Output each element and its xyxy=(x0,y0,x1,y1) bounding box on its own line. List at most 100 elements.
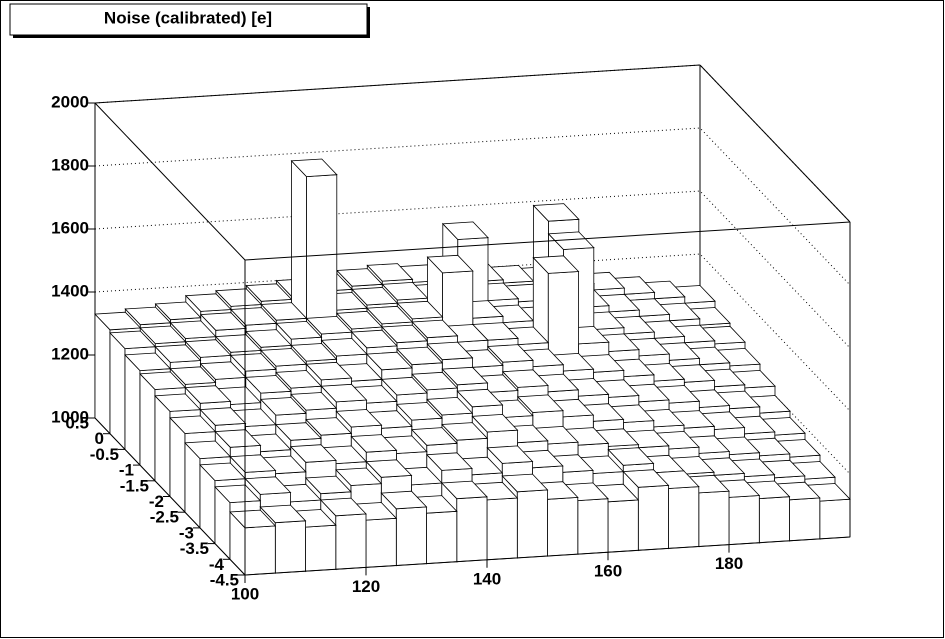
bar xyxy=(229,509,277,576)
bar-top xyxy=(305,361,353,381)
bar-front xyxy=(335,513,367,570)
bar-top xyxy=(411,371,459,391)
x-tick-label: 100 xyxy=(231,584,259,603)
bar-top xyxy=(274,422,322,441)
bar-top xyxy=(426,341,474,361)
bar-top xyxy=(547,231,595,250)
bar-top xyxy=(532,203,580,222)
bar-top xyxy=(199,312,247,331)
bar-top xyxy=(214,334,262,353)
bar-side xyxy=(139,372,156,482)
bar-top xyxy=(440,480,488,500)
y-tick-label: -1 xyxy=(119,461,134,480)
bar-top xyxy=(290,392,338,411)
bar-front xyxy=(486,497,518,561)
title-box xyxy=(9,3,368,36)
bar-top xyxy=(395,402,443,421)
bar-top xyxy=(245,283,293,302)
bar-side xyxy=(169,416,186,514)
bar-top xyxy=(245,329,293,348)
bar-front xyxy=(728,495,760,546)
bar-side xyxy=(124,353,141,467)
bar-top xyxy=(381,324,429,344)
bar-top xyxy=(607,447,655,466)
bar-top xyxy=(199,361,247,380)
bar-top xyxy=(380,490,428,510)
bar-top xyxy=(396,346,444,366)
bar-top xyxy=(441,221,489,240)
bar-top xyxy=(366,305,414,325)
bar-top xyxy=(351,286,399,306)
bar-front xyxy=(607,499,639,553)
bar-top xyxy=(410,427,458,446)
bar-top xyxy=(184,339,232,358)
bar-top xyxy=(426,254,474,274)
bar-top xyxy=(290,158,338,178)
x-axis xyxy=(244,536,851,576)
bar-top xyxy=(94,311,142,331)
bar-top xyxy=(109,330,157,350)
bar-top xyxy=(471,413,519,433)
bar-top xyxy=(260,348,308,367)
bar-top xyxy=(501,369,549,388)
bar-top xyxy=(335,409,383,428)
bar-front xyxy=(637,484,669,551)
bar-front xyxy=(305,524,337,572)
bar-top xyxy=(259,504,307,524)
y-tick-label: -2 xyxy=(149,492,164,511)
bar-front xyxy=(244,525,276,576)
bar-front xyxy=(395,506,427,566)
bar-top xyxy=(229,353,277,372)
bar-top xyxy=(622,469,670,488)
bar-top xyxy=(336,268,384,287)
y-tick-label: -2.5 xyxy=(150,508,179,527)
chart-title: Noise (calibrated) [e] xyxy=(104,8,272,27)
bar-top xyxy=(365,351,413,371)
bar-top xyxy=(441,366,489,386)
z-tick-label: 1400 xyxy=(51,281,89,300)
bar-top xyxy=(184,440,232,460)
bar-top xyxy=(426,396,474,416)
z-tick-label: 1600 xyxy=(51,218,89,237)
bar-front xyxy=(456,496,488,563)
bars xyxy=(94,158,851,576)
bar-top xyxy=(275,370,323,389)
bar-top xyxy=(501,473,549,493)
y-tick-label: -1.5 xyxy=(120,476,149,495)
bar-top xyxy=(304,475,352,495)
z-tick-label: 1800 xyxy=(51,155,89,174)
y-tick-label: -4 xyxy=(209,555,225,574)
bar-top xyxy=(215,288,263,307)
bar-top xyxy=(486,445,534,464)
bar-top xyxy=(319,497,367,517)
bar-top xyxy=(169,320,217,339)
bar-front xyxy=(758,496,790,544)
bar-side xyxy=(94,313,111,435)
bar-side xyxy=(154,394,171,498)
bar-top xyxy=(365,459,413,478)
x-tick-label: 160 xyxy=(594,562,622,581)
bar-top xyxy=(229,509,277,529)
bar-front xyxy=(819,498,851,540)
y-tick-label: 0.5 xyxy=(65,413,89,432)
z-tick-label: 1000 xyxy=(51,407,89,426)
box-edge xyxy=(699,64,851,223)
z-tick-label: 2000 xyxy=(51,92,89,111)
bar-top xyxy=(290,343,338,362)
bar-top xyxy=(441,422,489,441)
bar-top xyxy=(350,329,398,349)
bar-top xyxy=(305,417,353,436)
bar-top xyxy=(320,383,368,403)
y-tick-label: -3 xyxy=(179,523,194,542)
bar-top xyxy=(230,307,278,326)
y-tick-label: 0 xyxy=(95,429,104,448)
y-tick-label: -0.5 xyxy=(90,445,119,464)
bar-top xyxy=(335,310,383,330)
box-edge xyxy=(244,221,851,261)
bar-top xyxy=(154,344,202,363)
bar-front xyxy=(426,510,458,565)
box-edge xyxy=(94,102,246,261)
bar-top xyxy=(169,415,217,434)
bar-top xyxy=(380,376,428,396)
bar-top xyxy=(229,454,277,473)
